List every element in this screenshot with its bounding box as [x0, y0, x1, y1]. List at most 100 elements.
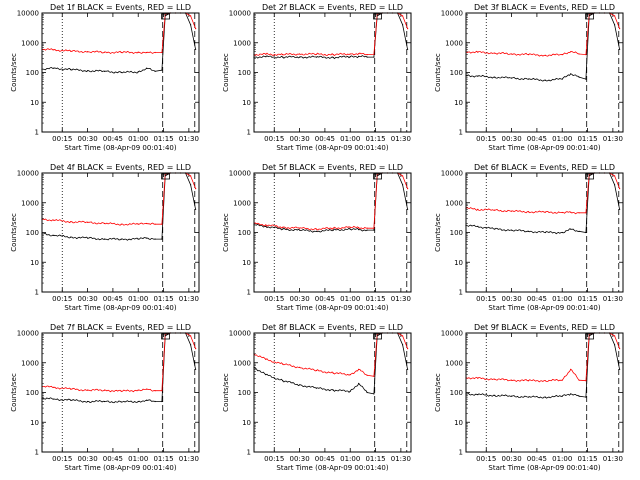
lld-point [53, 219, 55, 221]
saturation-marker [161, 333, 170, 340]
plot-frame [253, 12, 412, 133]
lld-point [619, 28, 621, 30]
y-tick-label: 10 [242, 419, 251, 427]
chart-title: Det 5f BLACK = Events, RED = LLD [262, 163, 403, 172]
events-point [376, 335, 378, 337]
events-point [477, 75, 479, 77]
y-axis-label: Counts/sec [10, 213, 18, 252]
lld-point [358, 227, 360, 229]
saturation-marker [585, 13, 594, 20]
x-tick-label: 00:45 [103, 295, 123, 303]
plot-frame [253, 172, 412, 293]
lld-point [154, 51, 156, 54]
y-tick-label: 100 [238, 69, 251, 77]
lld-point [358, 53, 360, 55]
events-point [366, 56, 368, 58]
events-point [366, 391, 368, 394]
x-tick-label: 00:30 [77, 295, 97, 303]
y-tick-label: 100 [26, 69, 39, 77]
x-tick-label: 01:00 [552, 295, 572, 303]
x-tick-label: 00:45 [103, 135, 123, 143]
y-tick-label: 100 [26, 229, 39, 237]
events-point [494, 76, 496, 78]
lld-point [282, 363, 284, 365]
events-point [585, 396, 587, 398]
x-tick-label: 01:15 [153, 295, 173, 303]
events-point [315, 230, 318, 232]
lld-series-line [253, 172, 408, 231]
events-point [103, 400, 106, 403]
y-tick-label: 10000 [17, 10, 39, 18]
y-tick-label: 100 [450, 229, 463, 237]
y-tick-label: 1000 [445, 199, 463, 207]
y-tick-label: 1 [35, 449, 39, 457]
lld-point [161, 223, 163, 225]
events-point [190, 184, 192, 186]
lld-point [511, 210, 513, 212]
lld-point [349, 374, 351, 376]
x-axis-label: Start Time (08-Apr-09 00:01:40) [64, 464, 176, 472]
chart-panel-5: Det 5f BLACK = Events, RED = LLD 1 10 100 10… [222, 163, 412, 312]
saturation-marker [373, 13, 382, 20]
x-tick-label: 00:45 [315, 455, 335, 463]
lld-point [265, 53, 267, 55]
events-point [570, 228, 572, 230]
events-point [366, 229, 368, 231]
events-point [164, 335, 166, 337]
chart-title: Det 1f BLACK = Events, RED = LLD [50, 3, 191, 12]
lld-point [87, 221, 89, 223]
y-tick-label: 10 [242, 259, 251, 267]
lld-point [527, 380, 530, 382]
events-point [585, 78, 587, 80]
lld-point [570, 211, 572, 213]
lld-point [265, 358, 267, 360]
events-series-line [42, 12, 196, 74]
lld-point [358, 368, 360, 370]
y-tick-label: 10 [454, 99, 463, 107]
lld-point [70, 50, 72, 52]
events-point [195, 208, 197, 210]
events-point [349, 56, 351, 58]
saturation-marker [585, 173, 594, 180]
plot-frame [465, 172, 624, 293]
events-point [161, 69, 163, 71]
x-tick-label: 00:15 [264, 455, 284, 463]
events-series-line [466, 172, 620, 235]
lld-point [195, 28, 197, 30]
lld-point [349, 226, 351, 228]
x-tick-label: 00:45 [527, 135, 547, 143]
y-tick-label: 1 [247, 449, 251, 457]
lld-point [614, 335, 616, 337]
lld-point [544, 380, 546, 382]
lld-point [614, 15, 616, 17]
y-axis-label: Counts/sec [434, 53, 442, 92]
y-tick-label: 1000 [445, 39, 463, 47]
events-point [614, 24, 616, 26]
y-tick-label: 10000 [441, 10, 463, 18]
y-tick-label: 10000 [229, 170, 251, 178]
y-tick-label: 10 [454, 259, 463, 267]
lld-point [332, 227, 334, 229]
x-tick-label: 01:15 [365, 295, 385, 303]
y-tick-label: 1 [35, 129, 39, 137]
lld-point [373, 227, 375, 229]
x-tick-label: 01:30 [391, 455, 411, 463]
y-tick-label: 1 [459, 289, 463, 297]
x-axis-label: Start Time (08-Apr-09 00:01:40) [276, 464, 388, 472]
lld-point [561, 211, 563, 214]
events-series-line [41, 332, 196, 404]
x-axis-label: Start Time (08-Apr-09 00:01:40) [64, 144, 176, 152]
events-series-line [253, 12, 408, 60]
events-point [376, 15, 378, 17]
events-point [299, 56, 301, 58]
x-tick-label: 00:30 [77, 135, 97, 143]
x-tick-label: 01:15 [577, 455, 597, 463]
events-series-line [465, 332, 620, 399]
events-point [161, 400, 163, 403]
chart-panel-6: Det 6f BLACK = Events, RED = LLD 1 10 100 10… [434, 163, 624, 312]
events-point [137, 238, 139, 240]
x-tick-label: 01:15 [577, 295, 597, 303]
chart-panel-4: Det 4f BLACK = Events, RED = LLD 1 10 100 10… [10, 163, 200, 312]
events-point [407, 208, 409, 210]
x-tick-label: 01:00 [128, 135, 148, 143]
